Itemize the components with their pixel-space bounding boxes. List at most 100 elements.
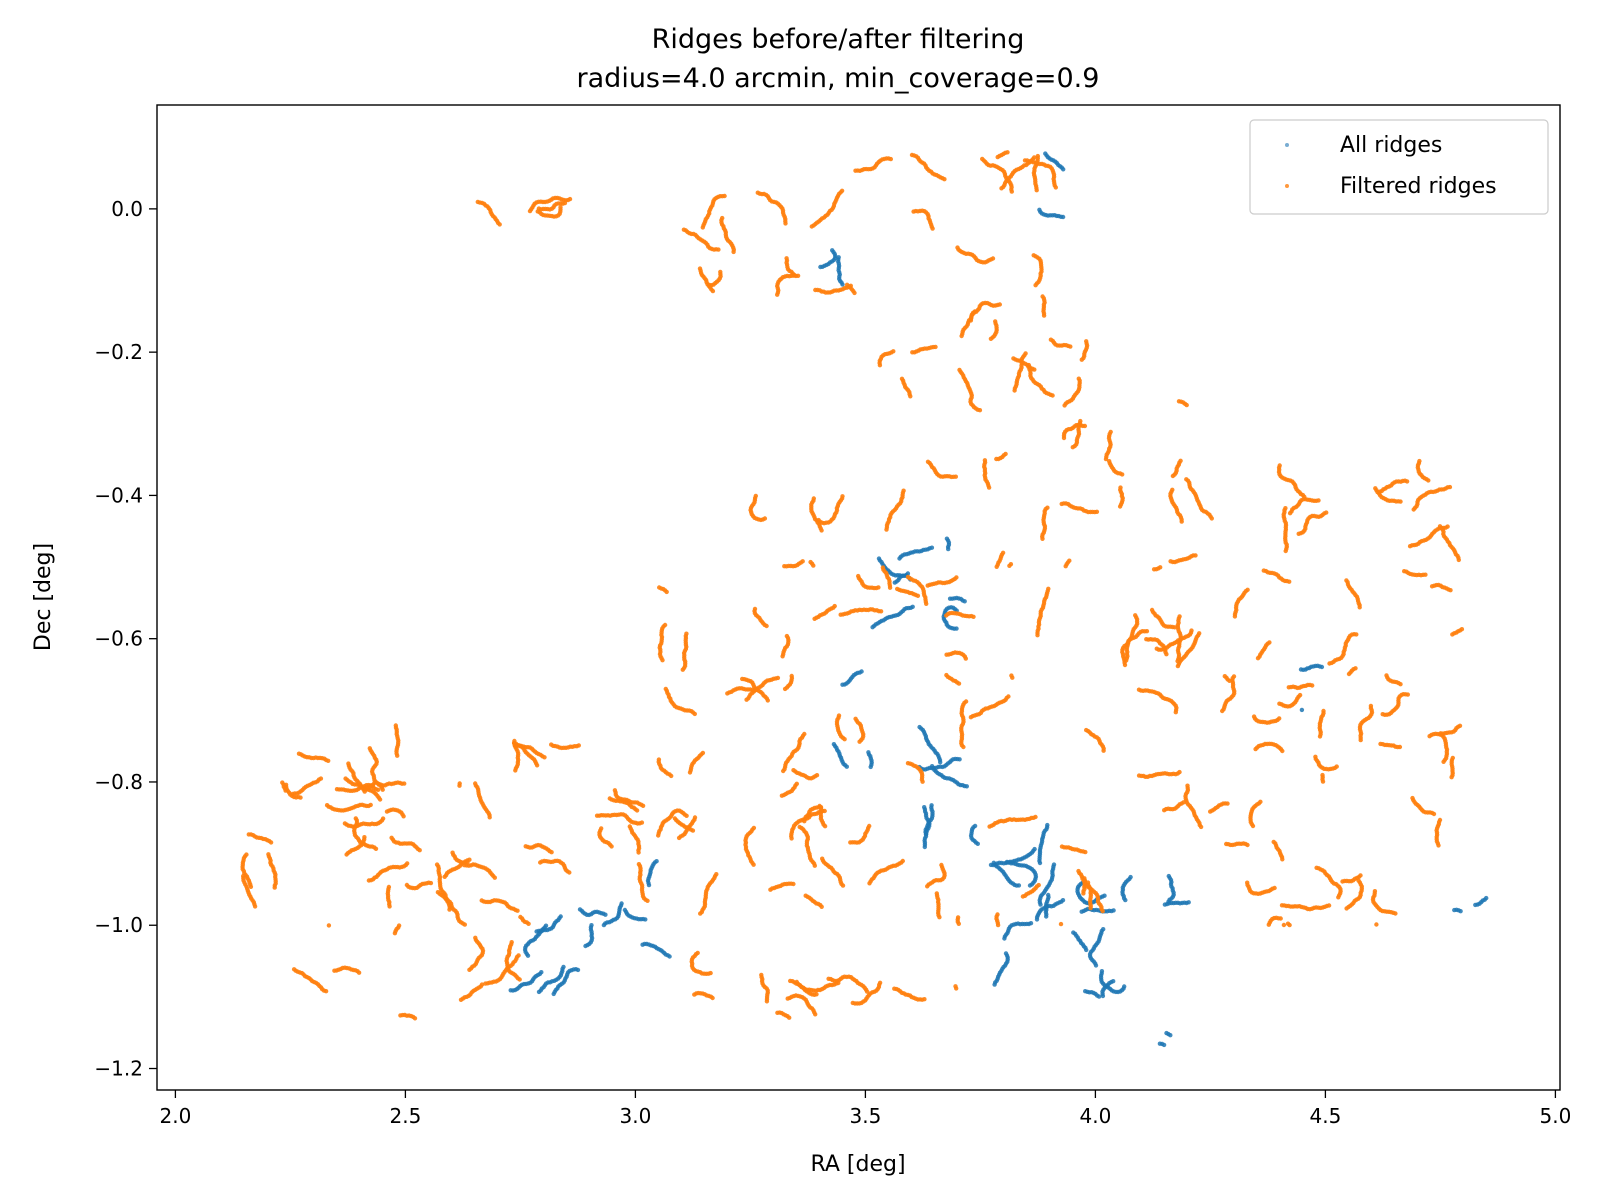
ridge-point bbox=[640, 942, 645, 947]
ridge-point bbox=[483, 981, 488, 986]
ridge-point bbox=[991, 860, 996, 865]
ridge-point bbox=[1154, 646, 1160, 651]
ridge-point bbox=[1088, 905, 1093, 911]
ridge-point bbox=[1157, 1041, 1163, 1046]
ridge-point bbox=[567, 870, 572, 875]
ridge-point bbox=[1107, 459, 1112, 464]
ridge-point bbox=[944, 652, 949, 657]
ridge-point bbox=[450, 850, 455, 855]
ridge-point bbox=[953, 474, 958, 479]
ridge-point bbox=[687, 770, 693, 775]
ridge-point bbox=[402, 781, 407, 786]
ridge-point bbox=[549, 850, 554, 855]
ridge-point bbox=[812, 616, 817, 621]
ridge-point bbox=[1185, 783, 1190, 788]
ridge-point bbox=[1003, 951, 1009, 956]
ridge-point bbox=[457, 781, 462, 786]
ridge-point bbox=[995, 922, 1001, 928]
ridge-point bbox=[1062, 403, 1067, 408]
ridge-point bbox=[575, 967, 581, 973]
ridge-point bbox=[1354, 632, 1359, 637]
ridge-point bbox=[1417, 458, 1422, 464]
ridge-point bbox=[343, 776, 348, 781]
x-axis-ticks: 2.0 2.5 3.0 3.5 4.0 4.5 5.0 bbox=[159, 1090, 1571, 1128]
ridge-point bbox=[1046, 892, 1051, 898]
ridge-point bbox=[751, 862, 756, 867]
x-tick-label: 3.5 bbox=[849, 1104, 881, 1128]
ridge-point bbox=[601, 922, 607, 928]
ridge-point bbox=[356, 970, 362, 975]
ridge-point bbox=[1059, 501, 1064, 507]
plot-points bbox=[240, 150, 1489, 1048]
ridge-point bbox=[1032, 155, 1037, 160]
ridge-point bbox=[1158, 565, 1163, 570]
ridge-point bbox=[930, 226, 935, 231]
ridge-point bbox=[660, 658, 665, 663]
chart-title: Ridges before/after filtering bbox=[652, 24, 1025, 55]
series-all-ridges bbox=[508, 151, 1489, 1048]
ridge-point bbox=[283, 782, 289, 787]
ridge-point bbox=[1071, 930, 1076, 935]
ridge-point bbox=[933, 344, 938, 350]
ridge-point bbox=[1197, 631, 1202, 636]
ridge-point bbox=[1005, 150, 1010, 155]
ridge-point bbox=[789, 836, 794, 841]
x-tick-label: 4.5 bbox=[1309, 1104, 1341, 1128]
ridge-point bbox=[1222, 674, 1228, 679]
ridge-point bbox=[1023, 351, 1028, 356]
ridge-point bbox=[462, 922, 467, 927]
ridge-point bbox=[1253, 746, 1258, 752]
ridge-point bbox=[870, 625, 875, 630]
ridge-point bbox=[731, 249, 736, 255]
ridge-point bbox=[980, 156, 985, 162]
plot-frame bbox=[156, 104, 1561, 1091]
ridge-point bbox=[1082, 423, 1088, 429]
x-tick-label: 2.5 bbox=[389, 1104, 421, 1128]
ridge-point bbox=[716, 247, 721, 252]
ridge-point bbox=[676, 835, 682, 841]
ridge-point bbox=[1045, 822, 1050, 828]
ridge-point bbox=[1320, 779, 1326, 784]
ridge-point bbox=[344, 852, 349, 857]
ridge-point bbox=[1050, 393, 1055, 398]
legend-label-all-ridges: All ridges bbox=[1340, 133, 1442, 158]
ridge-point bbox=[1040, 294, 1045, 299]
ridge-point bbox=[1255, 656, 1261, 661]
ridge-point bbox=[994, 456, 999, 462]
ridge-point bbox=[1034, 188, 1039, 193]
ridge-point bbox=[1438, 731, 1443, 736]
ridge-point bbox=[1063, 564, 1068, 569]
ridge-point bbox=[840, 494, 845, 499]
ridge-point bbox=[819, 904, 824, 909]
ridge-point bbox=[657, 585, 662, 590]
ridge-point bbox=[791, 768, 796, 773]
ridge-point bbox=[1296, 531, 1301, 536]
ridge-point bbox=[627, 824, 632, 829]
ridge-point bbox=[1084, 727, 1089, 733]
legend-box bbox=[1249, 119, 1549, 215]
ridge-point bbox=[1046, 586, 1051, 591]
ridge-point bbox=[1076, 868, 1081, 874]
ridge-point bbox=[972, 823, 978, 829]
ridge-point bbox=[1149, 607, 1155, 613]
ridge-point bbox=[475, 199, 480, 205]
y-tick-label: −0.2 bbox=[94, 340, 143, 364]
ridge-point bbox=[990, 256, 996, 261]
ridge-point bbox=[1166, 873, 1172, 879]
ridge-point bbox=[536, 989, 542, 995]
ridge-point bbox=[656, 757, 662, 762]
ridge-point bbox=[622, 907, 628, 913]
ridge-point bbox=[787, 1015, 792, 1020]
ridge-point bbox=[708, 970, 713, 976]
ridge-point bbox=[367, 746, 372, 751]
ridge-point bbox=[373, 846, 379, 851]
ridge-point bbox=[1033, 283, 1038, 288]
ridge-point bbox=[599, 826, 604, 831]
ridge-point bbox=[1060, 898, 1066, 903]
ridge-point bbox=[725, 691, 730, 696]
ridge-point bbox=[1447, 484, 1453, 490]
ridge-point bbox=[1231, 674, 1237, 679]
ridge-point bbox=[1020, 894, 1026, 899]
ridge-point bbox=[1144, 629, 1150, 634]
ridge-point bbox=[811, 563, 816, 568]
